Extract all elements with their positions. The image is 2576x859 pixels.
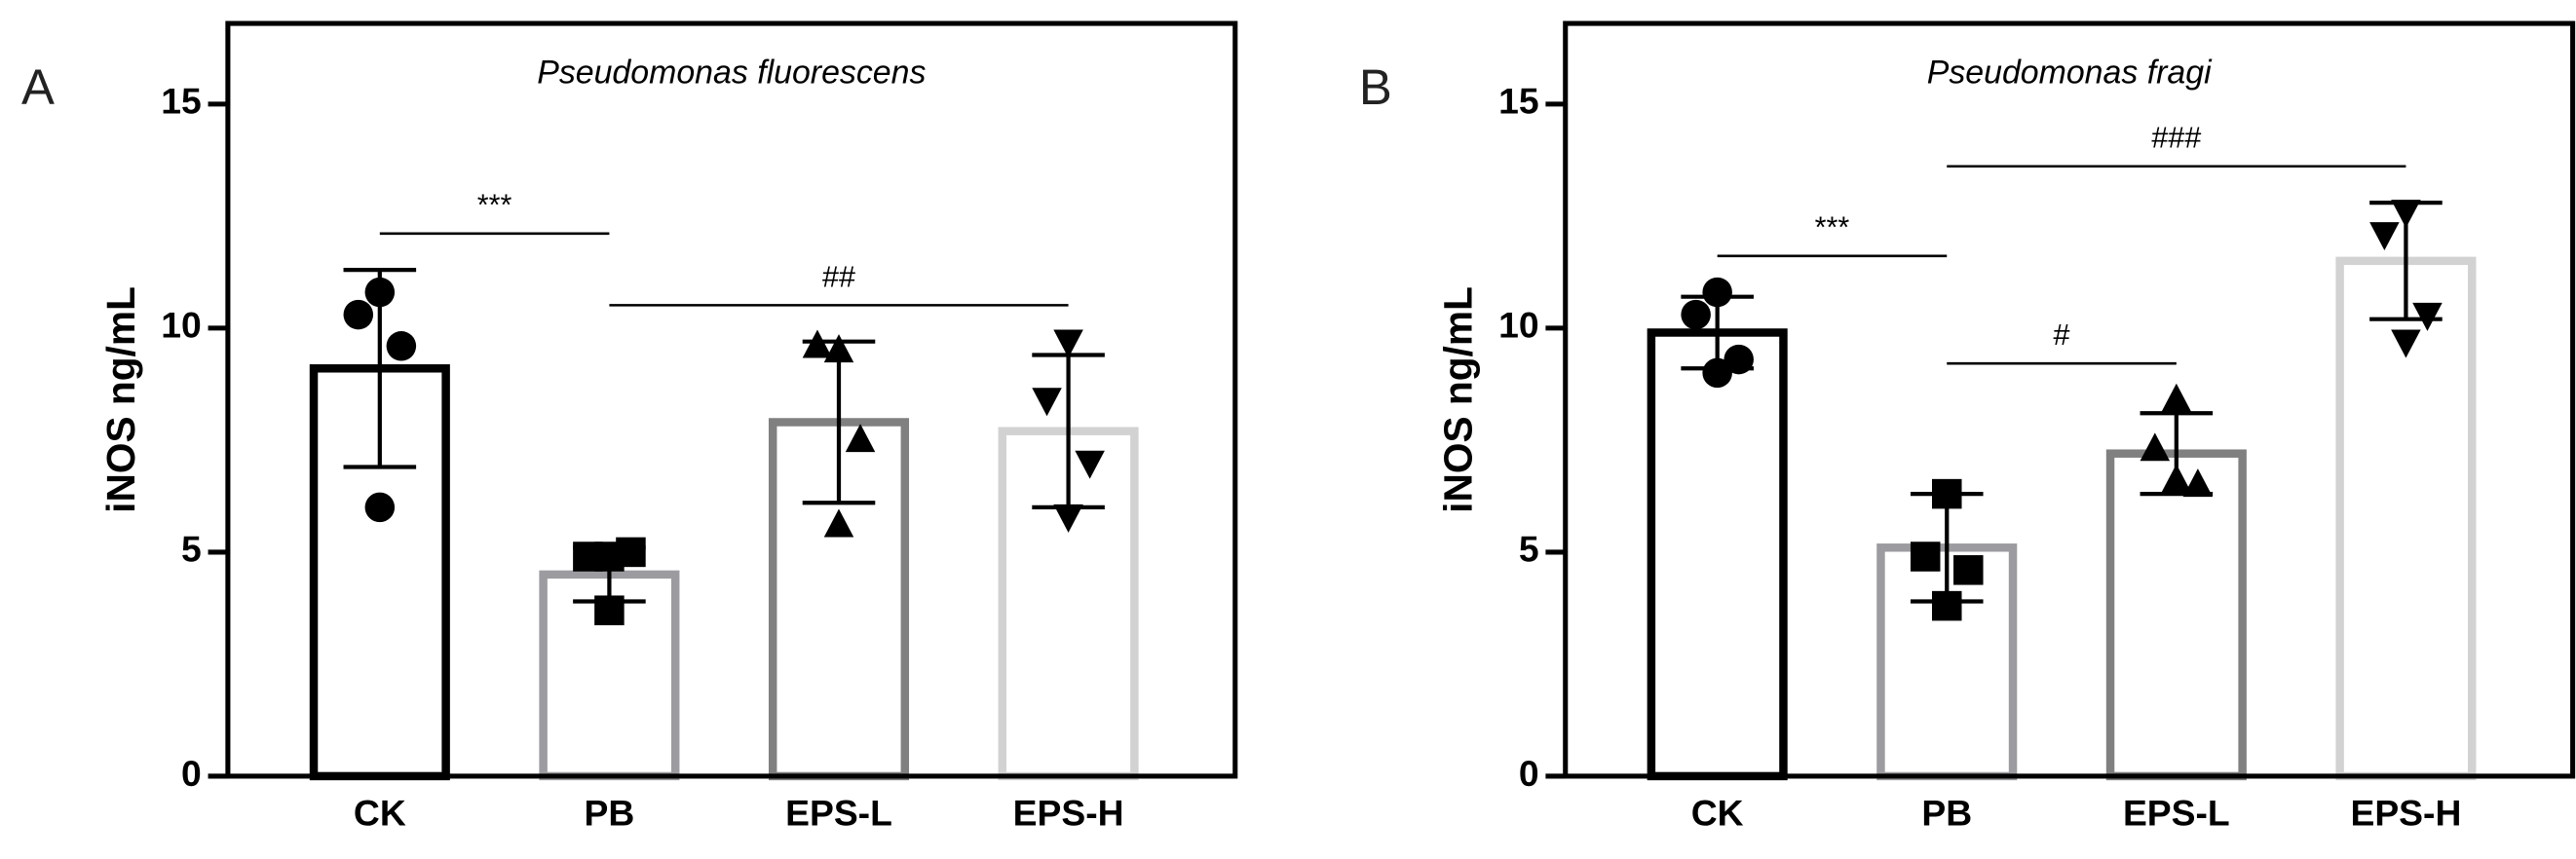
bar: [2105, 449, 2247, 781]
y-tick-label: 10: [161, 305, 201, 346]
data-point: [1910, 542, 1941, 572]
data-point: [2412, 302, 2443, 331]
data-point: [364, 492, 396, 523]
data-point: [1724, 344, 1754, 375]
x-tick-label: CK: [354, 792, 406, 833]
data-point: [1932, 590, 1962, 621]
y-tick-label: 0: [1519, 753, 1539, 794]
data-point: [2161, 383, 2192, 412]
data-point: [1075, 450, 1105, 479]
significance-label: ***: [1815, 211, 1850, 244]
y-tick-label: 10: [1498, 305, 1538, 346]
x-tick-label: EPS-H: [1013, 792, 1124, 833]
y-tick-label: 5: [181, 529, 202, 570]
data-point: [1032, 388, 1062, 417]
x-tick-label: EPS-L: [785, 792, 892, 833]
data-point: [1053, 504, 1083, 533]
data-point: [1681, 299, 1711, 330]
bar: [1647, 328, 1788, 781]
panel-label: B: [1359, 59, 1392, 115]
panel-label: A: [21, 59, 55, 115]
data-point: [1932, 478, 1962, 509]
data-point: [573, 542, 603, 572]
data-point: [2182, 468, 2214, 498]
data-point: [1702, 277, 1732, 308]
data-point: [2369, 222, 2400, 251]
data-point: [594, 595, 625, 625]
x-tick-label: PB: [1921, 792, 1972, 833]
y-axis-label: iNOS ng/mL: [98, 286, 143, 513]
data-point: [616, 537, 646, 568]
data-point: [802, 329, 833, 358]
x-tick-label: EPS-H: [2350, 792, 2461, 833]
data-point: [2391, 200, 2421, 229]
y-tick-label: 15: [161, 81, 201, 122]
data-point: [823, 334, 854, 363]
data-point: [1702, 357, 1732, 389]
data-point: [823, 508, 854, 538]
data-point: [386, 331, 417, 361]
plot-frame: [225, 20, 1238, 779]
significance-label: ###: [2151, 122, 2201, 155]
data-point: [343, 299, 374, 330]
x-tick-label: CK: [1691, 792, 1744, 833]
y-tick-label: 0: [181, 753, 202, 794]
data-point: [2140, 432, 2171, 462]
significance-label: ***: [477, 189, 512, 222]
significance-label: #: [2054, 318, 2070, 352]
data-point: [364, 277, 396, 308]
y-axis-label: iNOS ng/mL: [1436, 286, 1481, 513]
y-tick-label: 15: [1498, 81, 1538, 122]
data-point: [1053, 329, 1083, 358]
data-point: [2391, 329, 2421, 358]
data-point: [2161, 464, 2192, 493]
chart-title: Pseudomonas fragi: [1927, 55, 2213, 92]
significance-label: ##: [822, 260, 855, 293]
plot-frame: [1563, 20, 2576, 779]
data-point: [845, 424, 876, 453]
y-tick-label: 5: [1519, 529, 1539, 570]
data-point: [1953, 555, 1984, 585]
x-tick-label: EPS-L: [2123, 792, 2230, 833]
x-tick-label: PB: [585, 792, 635, 833]
chart-title: Pseudomonas fluorescens: [537, 55, 926, 92]
